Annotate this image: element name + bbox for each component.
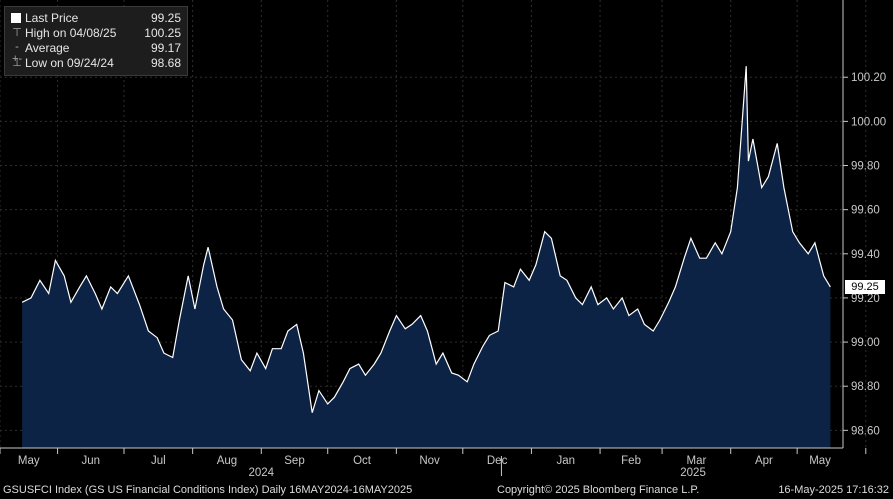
y-tick-label: 99.80: [851, 161, 880, 173]
price-line: [21, 66, 831, 413]
high-marker-icon: ⊤: [12, 27, 22, 39]
x-tick-label: Dec: [487, 455, 508, 467]
y-tick-label: 98.80: [851, 381, 880, 393]
x-tick-label: Jul: [151, 455, 166, 467]
legend-avg-value: 99.17: [150, 41, 181, 55]
y-tick-label: 99.20: [851, 293, 880, 305]
price-chart: 98.60 98.80 99.00 99.20 99.40 99.60 99.80 100.0…: [0, 0, 886, 479]
footer-copyright: Copyright© 2025 Bloomberg Finance L.P.: [497, 484, 700, 496]
low-marker-icon: ⊥: [12, 57, 22, 69]
x-tick-label: Oct: [353, 455, 372, 467]
legend-high: ⊤ High on 04/08/25 100.25: [5, 26, 187, 41]
x-tick-label: Aug: [217, 455, 237, 467]
y-axis-ticks: 98.60 98.80 99.00 99.20 99.40 99.60 99.80 100.0…: [843, 72, 886, 437]
legend-average: -+- Average 99.17: [5, 41, 187, 65]
x-tick-label: Feb: [621, 455, 641, 467]
x-tick-label: Jan: [556, 455, 575, 467]
legend-last-value: 99.25: [150, 11, 181, 25]
footer-security-info: GSUSFCI Index (GS US Financial Condition…: [3, 484, 413, 496]
legend-low-value: 98.68: [150, 56, 181, 70]
legend-avg-label: Average: [25, 41, 70, 55]
y-tick-label: 99.60: [851, 205, 880, 217]
price-area: [22, 66, 831, 448]
x-tick-label: Jun: [82, 455, 101, 467]
legend-last-label: Last Price: [25, 11, 79, 25]
x-tick-label: Apr: [755, 455, 773, 467]
y-tick-label: 100.00: [851, 116, 886, 128]
x-tick-label: Nov: [419, 455, 440, 467]
legend-low: ⊥ Low on 09/24/24 98.68: [5, 56, 187, 71]
average-marker-icon: -+-: [12, 41, 23, 65]
y-tick-label: 100.20: [851, 72, 886, 84]
x-tick-label: May: [18, 455, 40, 467]
x-tick-label: Sep: [284, 455, 304, 467]
y-tick-label: 99.40: [851, 249, 880, 261]
y-tick-label: 98.60: [851, 425, 880, 437]
x-year-label: 2024: [248, 467, 274, 479]
footer-timestamp: 16-May-2025 17:16:32: [778, 484, 889, 496]
legend-low-label: Low on 09/24/24: [25, 56, 114, 70]
last-price-tag: 99.25: [845, 279, 885, 294]
x-axis-ticks: May Jun Jul Aug Sep Oct Nov Dec Jan Feb Mar Apr May 2…: [0, 448, 867, 479]
x-year-label: 2025: [680, 467, 706, 479]
chart-footer: GSUSFCI Index (GS US Financial Condition…: [0, 481, 893, 499]
x-tick-label: May: [809, 455, 831, 467]
legend-high-label: High on 04/08/25: [25, 26, 117, 40]
last-price-swatch-icon: [11, 13, 21, 23]
x-tick-label: Mar: [686, 455, 706, 467]
y-tick-label: 99.00: [851, 337, 880, 349]
legend-high-value: 100.25: [144, 26, 181, 40]
chart-legend: Last Price 99.25 ⊤ High on 04/08/25 100.…: [4, 6, 188, 76]
legend-last-price: Last Price 99.25: [5, 11, 187, 26]
